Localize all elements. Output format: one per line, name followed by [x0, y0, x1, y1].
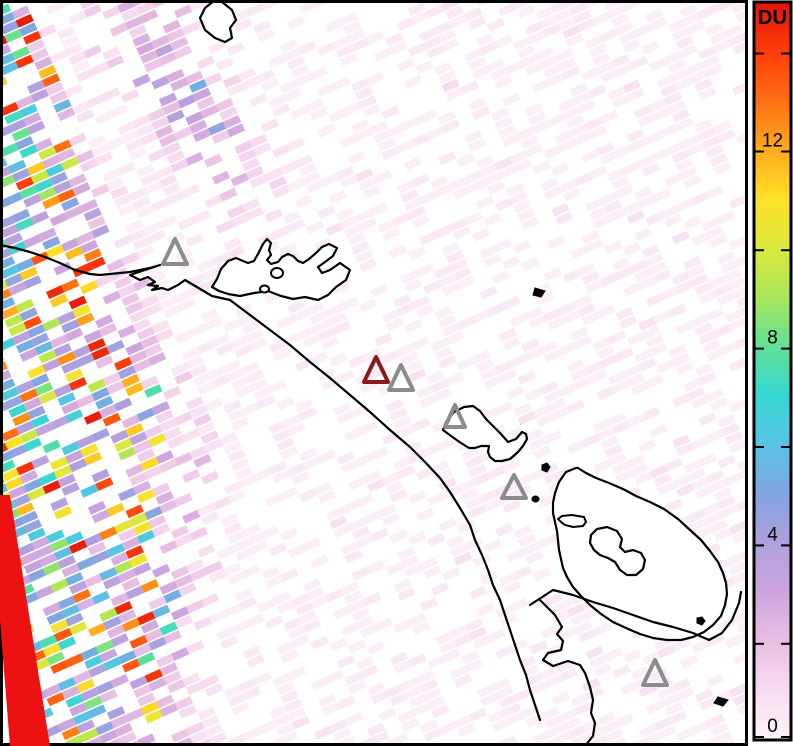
- svg-text:12: 12: [762, 131, 783, 152]
- svg-text:0: 0: [767, 716, 778, 737]
- svg-text:4: 4: [767, 524, 778, 545]
- svg-text:8: 8: [767, 328, 778, 349]
- svg-text:DU: DU: [758, 7, 787, 29]
